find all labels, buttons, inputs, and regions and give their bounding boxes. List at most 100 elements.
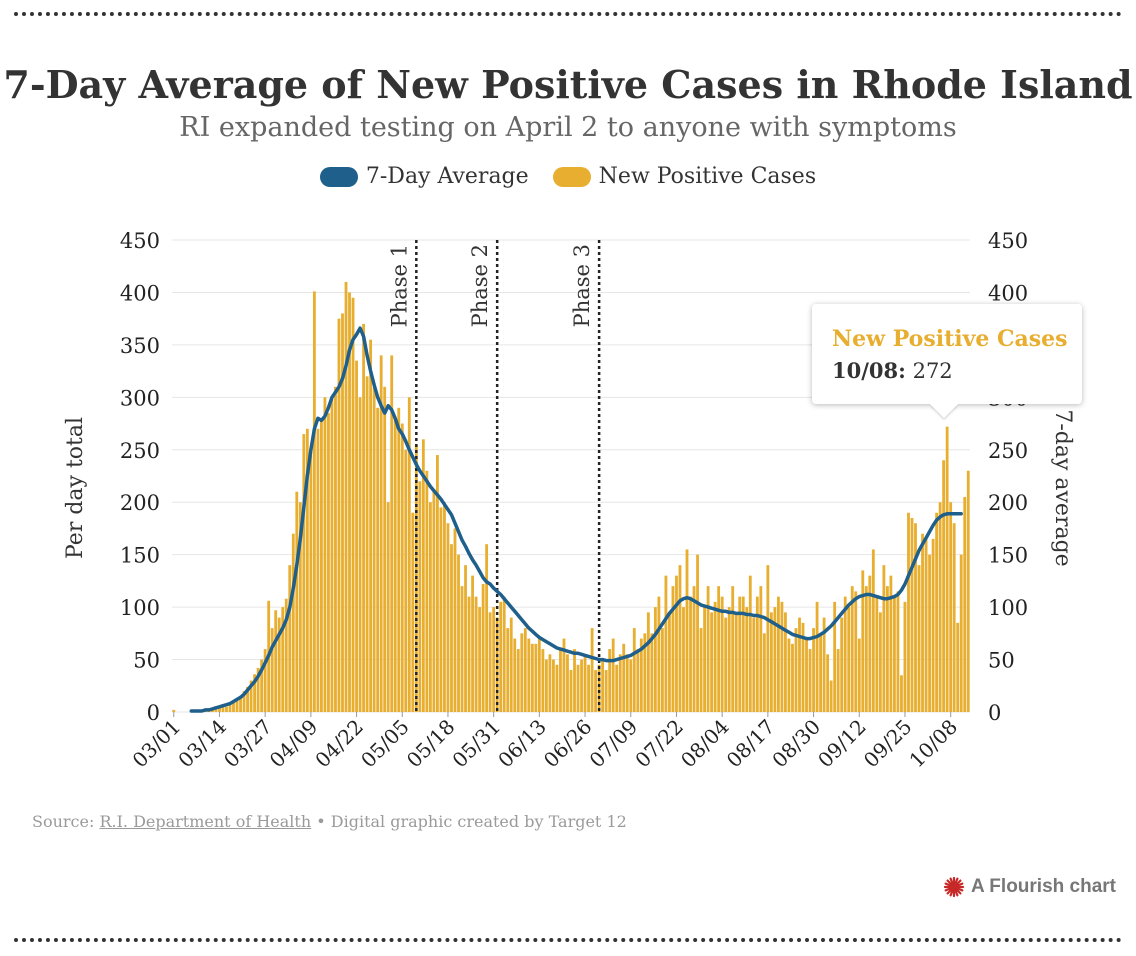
bar [478,607,482,712]
top-rule [14,12,1122,16]
bar [959,554,963,712]
tooltip-value: 272 [912,359,953,383]
bar [924,538,928,712]
bar [242,691,246,712]
bar [411,512,415,712]
x-tick-label: 10/08 [904,715,962,773]
bar [710,612,714,712]
bar [660,628,664,712]
bar [717,586,721,712]
source-link[interactable]: R.I. Department of Health [99,812,312,831]
y-tick-right-100: 100 [988,596,1028,620]
legend-swatch-new-positive-cases [552,166,591,187]
legend-label-7-day-average: 7-Day Average [365,164,529,189]
bar [439,507,443,712]
bar [488,612,492,712]
bar [910,517,914,712]
tooltip-date: 10/08 [832,358,899,383]
bar [699,628,703,712]
bar [404,449,408,712]
chart-plot[interactable]: Phase 1 Phase 2 Phase 3 0 50 100 150 200 250 300… [0,220,1136,800]
bar [608,649,612,712]
bar [253,674,257,712]
bar [225,706,228,712]
bar [868,575,872,712]
bar [812,628,815,712]
tooltip: New Positive Cases 10/08: 272 [812,304,1082,418]
bar [277,617,281,712]
y-tick-left-50: 50 [133,649,160,673]
bar [376,407,380,712]
chart-subtitle: RI expanded testing on April 2 to anyone… [179,112,957,143]
bar [298,502,302,712]
tooltip-body: 10/08: 272 [832,358,953,383]
bar [819,633,823,712]
bar [334,386,337,712]
bar [720,596,724,712]
bar [696,554,699,712]
bar [685,549,689,712]
bar [552,659,555,712]
legend-label-new-positive-cases: New Positive Cases [598,164,817,189]
bar [808,649,812,712]
bar [682,607,685,712]
bar [639,638,643,712]
bar [492,607,496,712]
bar [675,575,678,712]
bar [706,586,710,712]
bar [305,428,309,712]
bar [246,686,249,712]
legend-item-new-positive-cases[interactable]: New Positive Cases [552,164,817,189]
bar [270,628,274,712]
bar [875,596,879,712]
legend-item-7-day-average[interactable]: 7-Day Average [319,164,529,189]
bar [829,680,833,712]
bar [903,601,907,712]
bar [791,643,794,712]
x-tick-label: 08/17 [722,715,780,773]
bar [499,601,503,712]
bar [801,622,805,712]
bar [861,570,865,712]
y-tick-right-450: 450 [988,229,1028,253]
bar [576,664,580,712]
x-tick-label: 04/22 [310,715,368,773]
y-tick-left-100: 100 [120,596,160,620]
y-tick-left-350: 350 [120,334,160,358]
bar [365,376,369,712]
bar [569,670,573,712]
bar [566,654,569,712]
flourish-credit-text: A Flourish chart [971,876,1116,897]
line-7-day-average [189,326,963,713]
flourish-logo-icon [943,876,965,898]
bar [914,523,917,712]
bar [952,523,956,712]
bar [471,575,474,712]
bar [288,565,292,712]
bar [748,575,752,712]
bar [678,565,682,712]
bar [436,455,439,712]
bar [769,612,773,712]
bar [474,596,478,712]
bar [235,699,239,712]
bar [632,628,636,712]
x-tick-label: 07/22 [630,715,688,773]
bar [836,649,840,712]
bar [611,638,615,712]
bar [787,638,791,712]
bar [727,607,731,712]
bar [432,491,436,712]
bar [291,533,295,712]
bar [625,654,629,712]
bar [341,313,344,712]
bar [931,538,935,712]
bar [878,612,882,712]
y-tick-left-450: 450 [120,229,160,253]
bar [854,591,858,712]
flourish-credit[interactable]: A Flourish chart [943,876,1116,898]
bar [604,670,608,712]
bar [443,502,446,712]
bar [963,496,967,712]
bar [847,607,851,712]
